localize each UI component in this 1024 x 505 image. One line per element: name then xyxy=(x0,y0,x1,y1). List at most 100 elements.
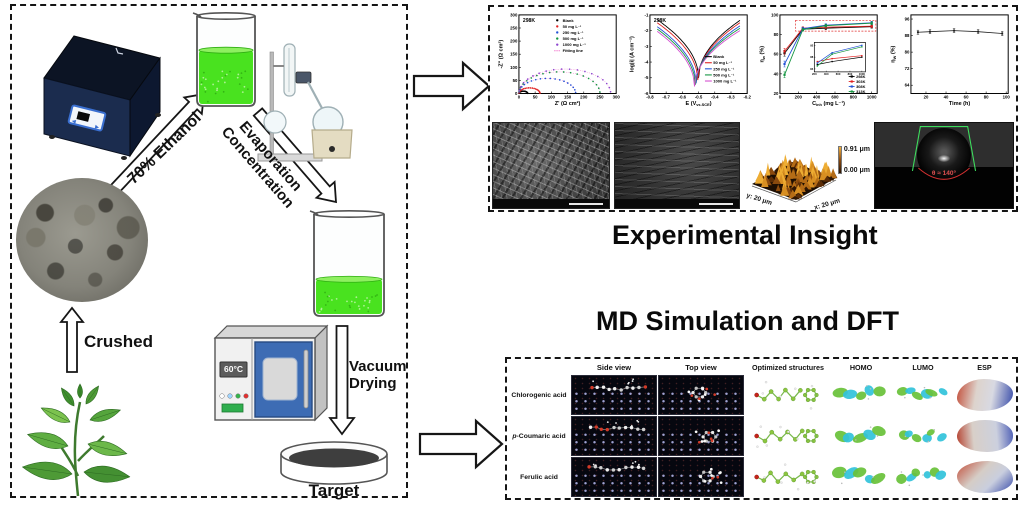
svg-text:300: 300 xyxy=(613,95,621,100)
svg-text:150: 150 xyxy=(564,95,572,100)
svg-text:250: 250 xyxy=(510,25,518,30)
dft-results-grid: Optimized structures HOMO LUMO ESP xyxy=(746,360,1015,497)
lumo-header: LUMO xyxy=(912,362,934,372)
contact-angle-image: θ ≈ 140° xyxy=(874,122,1014,209)
metal-lattice xyxy=(659,390,743,414)
svg-text:Fitting line: Fitting line xyxy=(563,48,584,53)
svg-text:308K: 308K xyxy=(856,84,866,89)
svg-text:-2: -2 xyxy=(644,28,648,33)
lumo-orbital-image xyxy=(892,374,954,415)
svg-text:Blank: Blank xyxy=(563,18,575,23)
svg-text:20: 20 xyxy=(774,91,779,96)
afm-colorbar xyxy=(837,146,842,174)
svg-text:96: 96 xyxy=(904,17,909,22)
svg-text:1000 mg L⁻¹: 1000 mg L⁻¹ xyxy=(713,78,737,83)
crushed-powder-photo xyxy=(16,178,148,302)
svg-text:298K: 298K xyxy=(856,74,866,79)
svg-text:88: 88 xyxy=(810,55,814,59)
svg-text:E (Vvs.SCE): E (Vvs.SCE) xyxy=(685,101,711,107)
sem-info-bar xyxy=(493,199,609,208)
row-label-chlorogenic: Chlorogenic acid xyxy=(511,391,567,399)
svg-text:250 mg L⁻¹: 250 mg L⁻¹ xyxy=(563,30,585,35)
svg-text:60: 60 xyxy=(963,95,968,100)
md-dft-title: MD Simulation and DFT xyxy=(596,306,899,336)
experimental-insight-title: Experimental Insight xyxy=(612,220,878,250)
homo-orbital-image xyxy=(830,415,892,456)
svg-text:500 mg L⁻¹: 500 mg L⁻¹ xyxy=(563,36,585,41)
svg-text:92: 92 xyxy=(810,43,814,47)
svg-text:64: 64 xyxy=(904,83,909,88)
homo-header: HOMO xyxy=(849,362,873,372)
contact-angle-annotation: θ ≈ 140° xyxy=(931,170,957,177)
svg-text:400: 400 xyxy=(824,72,829,76)
svg-text:0: 0 xyxy=(518,95,521,100)
svg-text:ηw (%): ηw (%) xyxy=(760,46,766,63)
svg-text:100: 100 xyxy=(1002,95,1010,100)
sem-scalebar xyxy=(569,202,603,205)
svg-text:-3: -3 xyxy=(644,44,648,49)
target-label: Target xyxy=(308,481,360,500)
md-adsorption-table: Side view Top view Chlorogenic acid p-Co… xyxy=(508,360,746,497)
inhibition-efficiency-chart: 0 200 400 600 800 1000 20 40 60 80 100 Cinh (mg L⁻¹… xyxy=(753,9,884,121)
sem-micrograph-inhibited xyxy=(614,122,740,209)
md-table-corner xyxy=(508,360,570,374)
esp-blob xyxy=(956,419,1013,452)
svg-text:298K: 298K xyxy=(653,18,665,24)
nyquist-eis-chart: 0 50 100 150 200 250 300 0 50 100 150 200 250 300 Z' (… xyxy=(492,9,623,121)
lumo-orbital-image xyxy=(892,415,954,456)
metal-lattice xyxy=(659,472,743,496)
metal-lattice xyxy=(572,472,656,496)
esp-header: ESP xyxy=(977,362,992,372)
svg-text:-0.2: -0.2 xyxy=(743,95,751,100)
svg-text:-0.8: -0.8 xyxy=(646,95,654,100)
esp-map-image xyxy=(954,374,1015,415)
long-term-efficiency-chart: 20 40 60 80 100 64 72 80 88 96 Time (h) ηW (%) xyxy=(884,9,1015,121)
svg-text:400: 400 xyxy=(813,95,821,100)
svg-text:1000: 1000 xyxy=(867,95,877,100)
homo-orbital-image xyxy=(830,456,892,497)
svg-text:500 mg L⁻¹: 500 mg L⁻¹ xyxy=(713,72,735,77)
svg-text:0: 0 xyxy=(515,91,518,96)
svg-text:-5: -5 xyxy=(644,75,648,80)
svg-text:600: 600 xyxy=(836,72,841,76)
svg-text:log|i| (A cm⁻²): log|i| (A cm⁻²) xyxy=(628,36,635,72)
svg-text:100: 100 xyxy=(548,95,556,100)
oven-temperature-readout: 60°C xyxy=(224,364,243,374)
svg-text:40: 40 xyxy=(943,95,948,100)
svg-text:50: 50 xyxy=(513,78,518,83)
tafel-polarization-chart: -0.8 -0.7 -0.6 -0.5 -0.4 -0.3 -0.2 -6 -5 -4 -3 -2 -1… xyxy=(623,9,754,121)
svg-text:313K: 313K xyxy=(856,89,866,94)
md-top-view-cell xyxy=(658,416,744,456)
lumo-orbital-image xyxy=(892,456,954,497)
esp-map-image xyxy=(954,456,1015,497)
svg-text:150: 150 xyxy=(510,52,518,57)
electrochemistry-charts-row: 0 50 100 150 200 250 300 0 50 100 150 200 250 300 Z' (… xyxy=(492,9,1014,121)
synthesis-flowchart-panel: 70% Ethanol Evaporation Concentration Cr… xyxy=(10,4,408,500)
svg-text:Time (h): Time (h) xyxy=(948,101,969,107)
synthesis-flowchart-art xyxy=(21,12,388,496)
svg-text:303K: 303K xyxy=(856,79,866,84)
svg-text:80: 80 xyxy=(904,50,909,55)
svg-text:72: 72 xyxy=(904,66,909,71)
water-droplet xyxy=(917,128,971,182)
svg-text:-Z'' (Ω cm²): -Z'' (Ω cm²) xyxy=(498,40,505,69)
svg-text:-4: -4 xyxy=(644,60,648,65)
metal-lattice xyxy=(572,390,656,414)
svg-text:200: 200 xyxy=(510,39,518,44)
contact-angle-overlay xyxy=(911,126,977,180)
md-side-view-cell xyxy=(571,457,657,497)
svg-text:80: 80 xyxy=(774,32,779,37)
svg-text:0: 0 xyxy=(779,95,782,100)
svg-text:200: 200 xyxy=(812,72,817,76)
svg-text:Blank: Blank xyxy=(713,54,725,59)
svg-text:250 mg L⁻¹: 250 mg L⁻¹ xyxy=(713,66,735,71)
svg-text:40: 40 xyxy=(774,71,779,76)
md-side-view-cell xyxy=(571,416,657,456)
top-view-header: Top view xyxy=(685,362,717,372)
vacuum-line1: Vacuum xyxy=(349,358,407,375)
svg-text:88: 88 xyxy=(904,33,909,38)
afm-3d-surface xyxy=(751,154,838,203)
afm-topography-image: 0.91 μm 0.00 μm y: 20 μm x: 20 μm xyxy=(744,122,870,212)
svg-text:50 mg L⁻¹: 50 mg L⁻¹ xyxy=(713,60,732,65)
